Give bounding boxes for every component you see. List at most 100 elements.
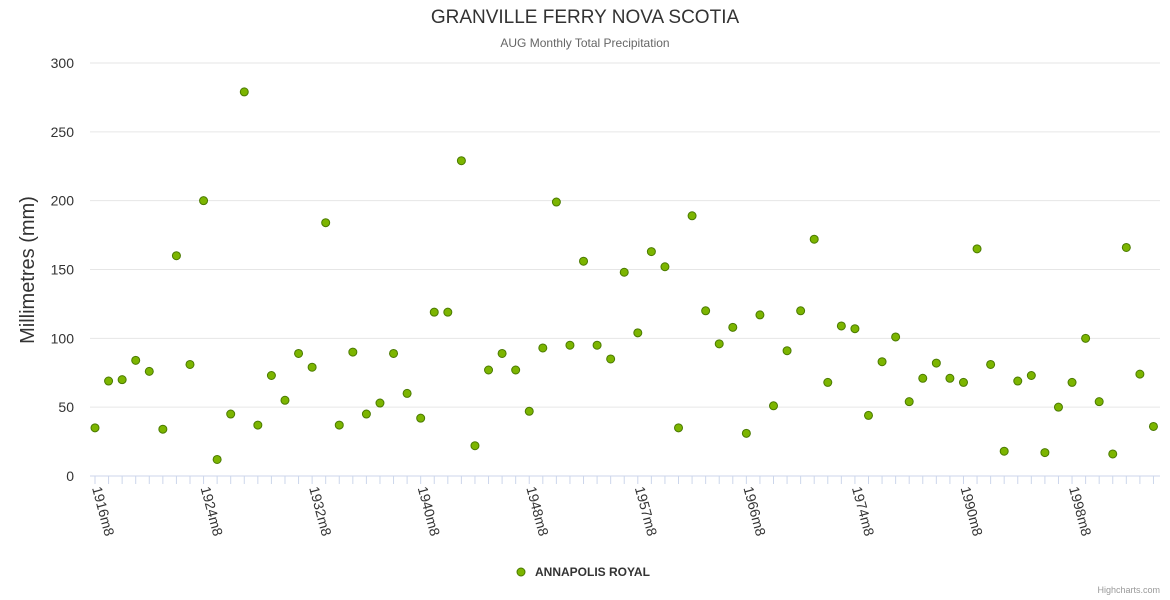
data-point[interactable] xyxy=(850,324,860,334)
data-point[interactable] xyxy=(918,373,928,383)
data-point[interactable] xyxy=(796,306,806,316)
data-point[interactable] xyxy=(728,322,738,332)
data-point[interactable] xyxy=(592,340,602,350)
data-point[interactable] xyxy=(551,197,561,207)
data-point[interactable] xyxy=(1040,448,1050,458)
x-tick-label: 1940m8 xyxy=(415,485,444,538)
data-point[interactable] xyxy=(687,211,697,221)
data-point[interactable] xyxy=(755,310,765,320)
data-point[interactable] xyxy=(565,340,575,350)
data-point[interactable] xyxy=(741,428,751,438)
data-point[interactable] xyxy=(904,397,914,407)
data-point[interactable] xyxy=(1026,371,1036,381)
data-point[interactable] xyxy=(402,388,412,398)
credits-link[interactable]: Highcharts.com xyxy=(1097,585,1160,595)
x-tick-label: 1998m8 xyxy=(1066,485,1095,538)
data-point[interactable] xyxy=(470,441,480,451)
data-point[interactable] xyxy=(226,409,236,419)
data-point[interactable] xyxy=(538,343,548,353)
data-point[interactable] xyxy=(294,348,304,358)
y-axis: 0 50 100 150 200 250 300 xyxy=(51,55,75,484)
data-point[interactable] xyxy=(90,423,100,433)
y-tick-label: 50 xyxy=(58,399,74,415)
data-point[interactable] xyxy=(891,332,901,342)
data-point[interactable] xyxy=(199,196,209,206)
data-point[interactable] xyxy=(524,406,534,416)
data-point[interactable] xyxy=(958,377,968,387)
chart-subtitle: AUG Monthly Total Precipitation xyxy=(500,36,670,50)
data-point[interactable] xyxy=(158,424,168,434)
grid-lines xyxy=(90,62,1160,408)
data-point[interactable] xyxy=(782,346,792,356)
data-point[interactable] xyxy=(1121,242,1131,252)
data-point[interactable] xyxy=(836,321,846,331)
data-point[interactable] xyxy=(266,371,276,381)
data-point[interactable] xyxy=(239,87,249,97)
data-point[interactable] xyxy=(823,377,833,387)
data-point[interactable] xyxy=(674,423,684,433)
data-point[interactable] xyxy=(931,358,941,368)
data-point[interactable] xyxy=(171,251,181,261)
data-point[interactable] xyxy=(606,354,616,364)
data-point[interactable] xyxy=(1135,369,1145,379)
x-tick-label: 1932m8 xyxy=(306,485,335,538)
data-point[interactable] xyxy=(1013,376,1023,386)
y-tick-label: 200 xyxy=(51,193,75,209)
data-point[interactable] xyxy=(701,306,711,316)
data-point[interactable] xyxy=(1081,333,1091,343)
data-point[interactable] xyxy=(877,357,887,367)
data-point[interactable] xyxy=(1067,377,1077,387)
data-point[interactable] xyxy=(443,307,453,317)
data-point[interactable] xyxy=(429,307,439,317)
x-tick-label: 1974m8 xyxy=(849,485,878,538)
data-point[interactable] xyxy=(511,365,521,375)
data-point[interactable] xyxy=(375,398,385,408)
data-point[interactable] xyxy=(619,267,629,277)
data-point[interactable] xyxy=(769,401,778,411)
data-point[interactable] xyxy=(986,359,996,369)
data-point[interactable] xyxy=(253,420,263,430)
y-tick-label: 100 xyxy=(51,330,75,346)
data-point[interactable] xyxy=(1148,421,1158,431)
legend-label: ANNAPOLIS ROYAL xyxy=(535,565,650,579)
data-point[interactable] xyxy=(579,256,589,266)
data-point[interactable] xyxy=(416,413,426,423)
data-point[interactable] xyxy=(307,362,317,372)
data-point[interactable] xyxy=(972,244,982,254)
data-point[interactable] xyxy=(497,348,507,358)
data-point[interactable] xyxy=(185,359,195,369)
y-tick-label: 300 xyxy=(51,55,75,71)
chart-title: GRANVILLE FERRY NOVA SCOTIA xyxy=(430,7,740,28)
data-point[interactable] xyxy=(1053,402,1063,412)
data-point[interactable] xyxy=(348,347,358,357)
data-point[interactable] xyxy=(321,218,331,228)
y-tick-label: 150 xyxy=(51,262,75,278)
data-point[interactable] xyxy=(456,156,466,166)
data-point[interactable] xyxy=(809,234,819,244)
data-point[interactable] xyxy=(334,420,344,430)
x-tick-label: 1990m8 xyxy=(958,485,987,538)
data-point[interactable] xyxy=(131,355,141,365)
data-point[interactable] xyxy=(1108,449,1118,459)
data-point[interactable] xyxy=(484,365,494,375)
data-point[interactable] xyxy=(280,395,290,405)
x-tick-label: 1924m8 xyxy=(198,485,227,538)
data-point[interactable] xyxy=(1094,397,1104,407)
x-tick-label: 1957m8 xyxy=(632,485,661,538)
data-point[interactable] xyxy=(117,375,127,385)
data-point[interactable] xyxy=(863,410,873,420)
data-point[interactable] xyxy=(646,247,656,257)
data-point[interactable] xyxy=(361,409,371,419)
data-point[interactable] xyxy=(389,348,399,358)
data-point[interactable] xyxy=(999,446,1009,456)
data-point[interactable] xyxy=(633,328,643,338)
data-point[interactable] xyxy=(144,366,154,376)
data-point[interactable] xyxy=(660,262,670,272)
legend[interactable]: ANNAPOLIS ROYAL xyxy=(516,565,650,579)
data-point[interactable] xyxy=(714,339,724,349)
data-point[interactable] xyxy=(104,376,114,386)
y-axis-label: Millimetres (mm) xyxy=(17,196,39,344)
data-point[interactable] xyxy=(945,373,955,383)
data-point[interactable] xyxy=(212,454,222,464)
